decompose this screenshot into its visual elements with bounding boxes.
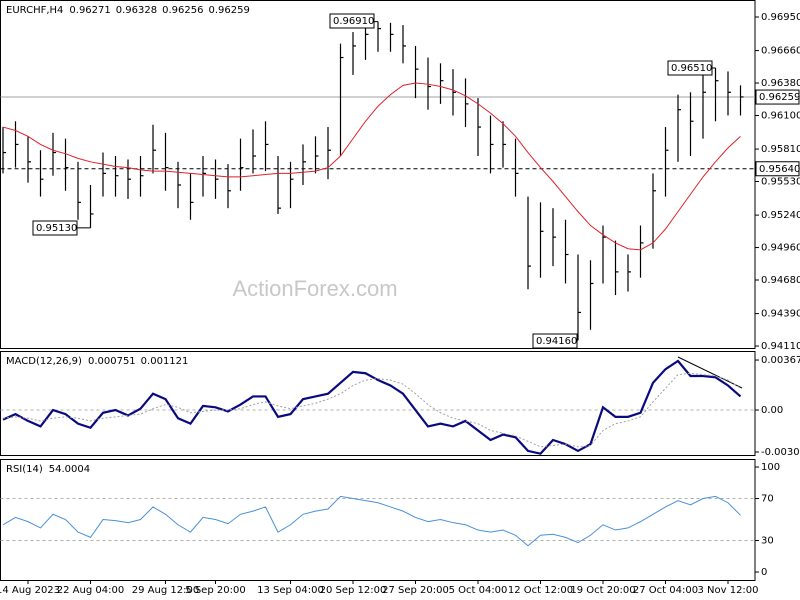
header-value: 0.000751 <box>88 356 136 367</box>
watermark: ActionForex.com <box>232 276 397 301</box>
annotation-box <box>32 220 78 236</box>
annotation-label: 0.95130 <box>36 223 77 234</box>
x-tick-label: 3 Nov 12:00 <box>697 585 758 596</box>
y-tick-label: 100 <box>761 462 780 473</box>
x-tick-label: 27 Oct 04:00 <box>633 585 698 596</box>
y-tick-label: 0.95530 <box>761 177 800 188</box>
annotation-label: 0.94160 <box>536 336 577 347</box>
annotation-box <box>532 333 578 349</box>
x-tick-label: 22 Aug 04:00 <box>57 585 124 596</box>
last-price-label: 0.96259 <box>759 92 800 103</box>
annotation-label: 0.96510 <box>671 63 712 74</box>
header-value: 0.96256 <box>162 5 203 16</box>
panel-frame <box>0 459 756 581</box>
panel-title: RSI(14) <box>6 464 43 475</box>
y-tick-label: 0 <box>761 567 767 578</box>
level-box <box>755 161 800 177</box>
y-tick-label: 0.94390 <box>761 309 800 320</box>
x-tick-label: 19 Oct 20:00 <box>570 585 635 596</box>
last-price-box <box>755 89 800 105</box>
panel-frame <box>0 0 756 349</box>
header-value: 0.96328 <box>116 5 157 16</box>
y-tick-label: 0.96660 <box>761 46 800 57</box>
x-tick-label: 27 Sep 20:00 <box>382 585 449 596</box>
series-line <box>2 372 741 448</box>
x-tick-label: 5 Oct 04:00 <box>449 585 508 596</box>
x-tick-label: 14 Aug 2023 <box>0 585 60 596</box>
panel-frame <box>0 351 756 456</box>
series-line <box>2 359 742 455</box>
x-tick-label: 12 Oct 12:00 <box>508 585 573 596</box>
y-tick-label: 0.94680 <box>761 275 800 286</box>
y-tick-label: 30 <box>761 536 774 547</box>
x-tick-label: 13 Sep 04:00 <box>257 585 324 596</box>
header-value: 54.0004 <box>49 464 90 475</box>
header-value: 0.001121 <box>141 356 189 367</box>
annotation-box <box>667 60 713 76</box>
annotation-label: 0.96910 <box>333 16 374 27</box>
y-tick-label: 0.95240 <box>761 210 800 221</box>
annotation-box <box>329 13 375 29</box>
series-line <box>2 495 741 547</box>
y-tick-label: 0.96100 <box>761 110 800 121</box>
y-tick-label: 0.00367 <box>761 355 800 366</box>
y-tick-label: 0.00 <box>761 405 783 416</box>
y-tick-label: 0.94960 <box>761 243 800 254</box>
panel-title: MACD(12,26,9) <box>6 356 82 367</box>
x-tick-label: 20 Sep 12:00 <box>320 585 387 596</box>
header-value: 0.96271 <box>69 5 110 16</box>
y-tick-label: 0.96380 <box>761 78 800 89</box>
y-tick-label: -0.00308 <box>761 447 800 458</box>
header-value: 0.96259 <box>208 5 249 16</box>
x-tick-label: 5 Sep 20:00 <box>185 585 245 596</box>
x-tick-label: 29 Aug 12:00 <box>132 585 199 596</box>
series-line <box>2 82 741 251</box>
y-tick-label: 0.96950 <box>761 12 800 23</box>
level-label: 0.95640 <box>759 164 800 175</box>
panel-title: EURCHF,H4 <box>6 5 63 16</box>
y-tick-label: 0.95810 <box>761 144 800 155</box>
y-tick-label: 70 <box>761 494 774 505</box>
y-tick-label: 0.94110 <box>761 341 800 352</box>
